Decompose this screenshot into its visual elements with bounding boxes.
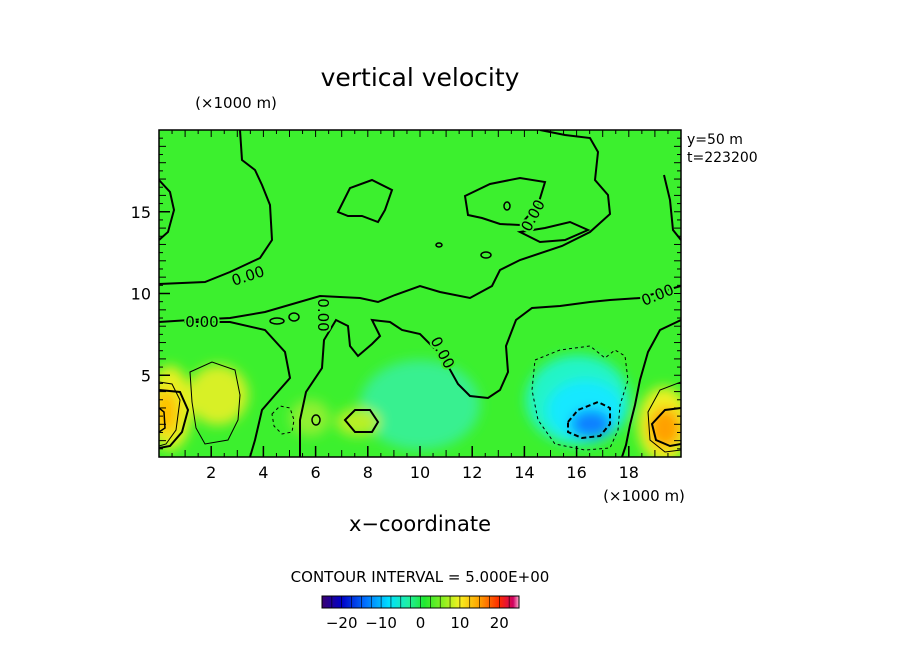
contour-zero-island-a xyxy=(336,178,394,224)
x-unit-label: (×1000 m) xyxy=(603,487,685,505)
contour-small-c xyxy=(503,201,511,211)
contour-zero-upper xyxy=(159,130,274,285)
contour-label-2: 0.00 xyxy=(314,298,332,331)
contour-interval: CONTOUR INTERVAL = 5.000E+00 xyxy=(291,568,550,586)
y-unit-label: (×1000 m) xyxy=(195,94,277,112)
contours xyxy=(159,130,681,457)
contour-pos10-right xyxy=(650,407,681,448)
contour-zero-blob xyxy=(343,409,380,433)
x-tick-label: 2 xyxy=(206,463,216,482)
colorbar-tick-label: 10 xyxy=(450,614,469,632)
colorbar-tick-label: −20 xyxy=(326,614,358,632)
x-tick-label: 8 xyxy=(363,463,373,482)
x-tick-label: 18 xyxy=(619,463,639,482)
contour-zero-top-right xyxy=(663,174,681,241)
x-tick-label: 6 xyxy=(311,463,321,482)
axis-tick-labels: 2 4 6 8 10 12 14 16 18 5 10 15 xyxy=(131,203,639,482)
x-tick-label: 16 xyxy=(566,463,586,482)
contour-zero-lower xyxy=(184,321,292,457)
y-tick-label: 5 xyxy=(141,366,151,385)
shade-yellow-2 xyxy=(188,365,248,425)
shade-yellow-4 xyxy=(290,400,330,436)
contour-small-d xyxy=(269,317,285,325)
contour-zero-upper-right xyxy=(159,130,612,323)
contour-pos10-left xyxy=(159,407,166,433)
contour-neg5-small xyxy=(271,405,295,435)
contour-small-f xyxy=(311,414,321,426)
contour-small-e xyxy=(288,312,300,322)
x-tick-label: 4 xyxy=(258,463,268,482)
contour-zero-left-edge xyxy=(159,179,176,241)
shade-greenblue-mid xyxy=(360,360,480,450)
contour-neg5 xyxy=(531,345,629,451)
contour-zero-island-b xyxy=(463,176,547,227)
y-tick-label: 10 xyxy=(131,285,151,304)
colorbar: −20 −10 0 10 20 xyxy=(321,595,520,632)
contour-label-1: 0.00 xyxy=(185,313,218,331)
contour-zero-mid xyxy=(299,285,681,457)
annotation-y: y=50 m xyxy=(687,132,743,148)
shade-orange-left xyxy=(159,390,178,434)
field-shading xyxy=(159,355,681,457)
axis-ticks xyxy=(158,129,682,458)
annotation-t: t=223200 xyxy=(687,150,758,166)
x-tick-label: 14 xyxy=(514,463,534,482)
contour-pos5-right xyxy=(647,381,681,453)
x-tick-label: 12 xyxy=(462,463,482,482)
contour-neg10 xyxy=(567,400,611,440)
contour-small-a xyxy=(435,242,443,248)
shade-blue-core xyxy=(571,410,611,438)
colorbar-tick-labels: −20 −10 0 10 20 xyxy=(326,614,509,632)
colorbar-tick-label: 0 xyxy=(416,614,426,632)
colorbar-tick-label: 20 xyxy=(490,614,509,632)
y-tick-label: 15 xyxy=(131,203,151,222)
contour-zero-left-low xyxy=(159,389,190,449)
contour-small-b xyxy=(480,251,492,259)
contour-pos5-left xyxy=(159,381,181,447)
x-axis-label: x−coordinate xyxy=(349,512,491,536)
colorbar-separators xyxy=(321,596,520,608)
x-tick-label: 10 xyxy=(410,463,430,482)
contour-pos5-b xyxy=(189,361,241,445)
field: 0.00 0.00 0.00 0.00 0.00 0.00 xyxy=(159,130,681,457)
contour-zero-island-c xyxy=(516,220,591,244)
shade-yellow-3 xyxy=(336,408,380,436)
contour-zero-right xyxy=(621,319,681,457)
colorbar-tick-label: −10 xyxy=(365,614,397,632)
chart-title: vertical velocity xyxy=(321,63,520,92)
